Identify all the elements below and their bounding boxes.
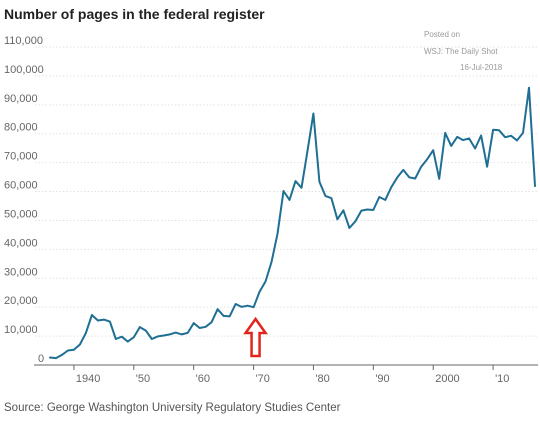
y-tick-label: 80,000 bbox=[4, 122, 38, 134]
up-arrow-icon bbox=[243, 316, 268, 358]
y-tick-label: 60,000 bbox=[4, 180, 38, 192]
x-axis: 1940 '50 '60 '70 '80 '90 2000 '10 bbox=[34, 364, 538, 385]
chart-title: Number of pages in the federal register bbox=[4, 6, 265, 22]
x-tick-label: 1940 bbox=[76, 373, 100, 385]
y-tick-label: 20,000 bbox=[4, 295, 38, 307]
y-tick-label: 40,000 bbox=[4, 237, 38, 249]
y-tick-label: 110,000 bbox=[4, 35, 43, 47]
y-tick-label: 0 bbox=[38, 353, 44, 365]
y-tick-label: 30,000 bbox=[4, 266, 38, 278]
y-tick-label: 10,000 bbox=[4, 324, 38, 336]
watermark-line-2: WSJ: The Daily Shot bbox=[424, 47, 498, 56]
y-tick-label: 100,000 bbox=[4, 64, 44, 76]
source-note: Source: George Washington University Reg… bbox=[4, 402, 341, 414]
x-tick-label: '60 bbox=[196, 373, 210, 385]
series-line bbox=[49, 86, 536, 360]
series-layer bbox=[49, 86, 536, 360]
x-tick-label: '90 bbox=[375, 373, 389, 385]
x-tick-label: '70 bbox=[256, 373, 270, 385]
x-tick-label: 2000 bbox=[435, 373, 459, 385]
x-tick-label: '50 bbox=[136, 373, 150, 385]
y-tick-label: 90,000 bbox=[4, 93, 38, 105]
y-axis-labels: 0 10,000 20,000 30,000 40,000 50,000 60,000 70,… bbox=[4, 35, 44, 365]
gridlines bbox=[35, 46, 538, 337]
watermark-line-3: 16-Jul-2018 bbox=[460, 63, 503, 72]
watermark-line-1: Posted on bbox=[424, 30, 461, 39]
y-tick-label: 50,000 bbox=[4, 208, 38, 220]
x-tick-label: '10 bbox=[495, 373, 509, 385]
y-tick-label: 70,000 bbox=[4, 151, 38, 163]
annotation-layer bbox=[243, 316, 268, 358]
x-tick-label: '80 bbox=[315, 373, 329, 385]
